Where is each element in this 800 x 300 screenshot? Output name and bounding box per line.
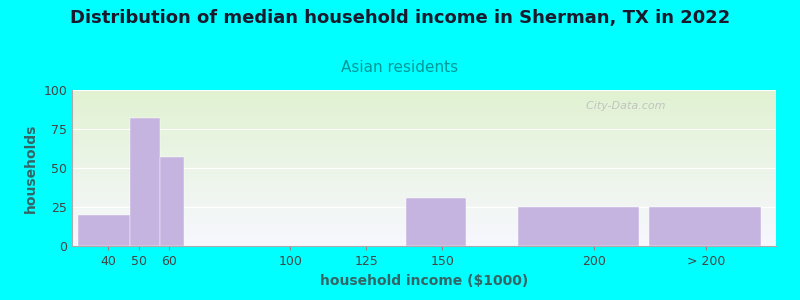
Bar — [518, 207, 639, 246]
Y-axis label: households: households — [24, 123, 38, 213]
Text: City-Data.com: City-Data.com — [579, 101, 666, 111]
X-axis label: household income ($1000): household income ($1000) — [320, 274, 528, 288]
Bar — [78, 215, 130, 246]
Bar — [649, 207, 761, 246]
Bar — [160, 157, 184, 246]
Text: Distribution of median household income in Sherman, TX in 2022: Distribution of median household income … — [70, 9, 730, 27]
Text: Asian residents: Asian residents — [342, 60, 458, 75]
Bar — [406, 198, 466, 246]
Bar — [130, 118, 160, 246]
